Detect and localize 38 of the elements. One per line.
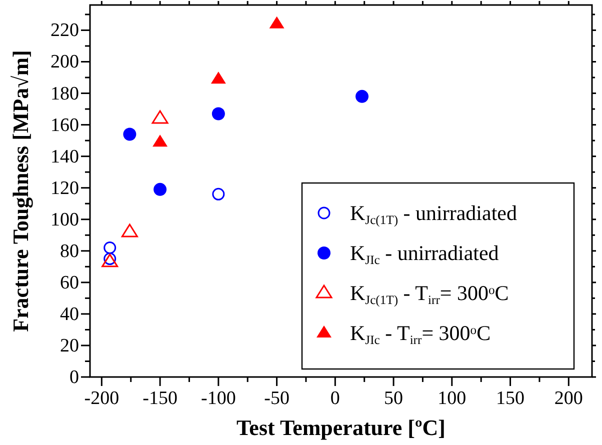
x-tick-label: 100: [438, 388, 466, 409]
y-tick-label: 120: [50, 178, 79, 199]
y-tick-label: 200: [50, 52, 79, 73]
x-tick-label: 0: [330, 388, 340, 409]
x-axis-title: Test Temperature [ºC]: [236, 415, 446, 440]
point: [104, 241, 116, 254]
y-axis-title: Fracture Toughness [MPa√m]: [8, 50, 33, 332]
y-tick-label: 20: [60, 335, 79, 356]
point: [356, 90, 369, 103]
x-tick-label: 200: [554, 388, 583, 409]
x-tick-label: -200: [84, 388, 120, 409]
point: [152, 110, 168, 124]
y-tick-label: 100: [50, 209, 79, 230]
point: [154, 182, 167, 196]
x-tick-label: 50: [384, 388, 404, 409]
legend-label: K$_{Jc(1T)}$ - unirradiated: [350, 201, 518, 227]
y-tick-label: 220: [50, 20, 79, 42]
x-tick-label: -150: [142, 388, 178, 409]
point: [152, 134, 168, 147]
point: [123, 128, 136, 141]
y-tick-label: 140: [50, 146, 79, 168]
y-tick-label: 60: [60, 272, 79, 294]
point: [212, 107, 225, 120]
y-tick-label: 40: [60, 304, 79, 325]
y-tick-label: 80: [60, 240, 79, 262]
y-tick-label: 0: [70, 367, 79, 388]
point: [269, 16, 284, 28]
point: [210, 72, 226, 84]
legend-label: K$_{JIc}$ - unirradiated: [350, 241, 500, 267]
y-tick-label: 180: [50, 83, 79, 104]
point: [212, 188, 225, 200]
point: [121, 224, 138, 238]
y-tick-label: 160: [50, 114, 79, 136]
x-tick-label: -50: [264, 388, 290, 409]
x-tick-label: -100: [201, 388, 236, 409]
legend-label: K$_{JIc}$ - T$_{irr}$= 300$^{o}$C: [350, 321, 491, 347]
x-tick-label: 150: [496, 388, 525, 409]
legend-label: K$_{Jc(1T)}$ - T$_{irr}$= 300$^{o}$C: [350, 281, 509, 307]
